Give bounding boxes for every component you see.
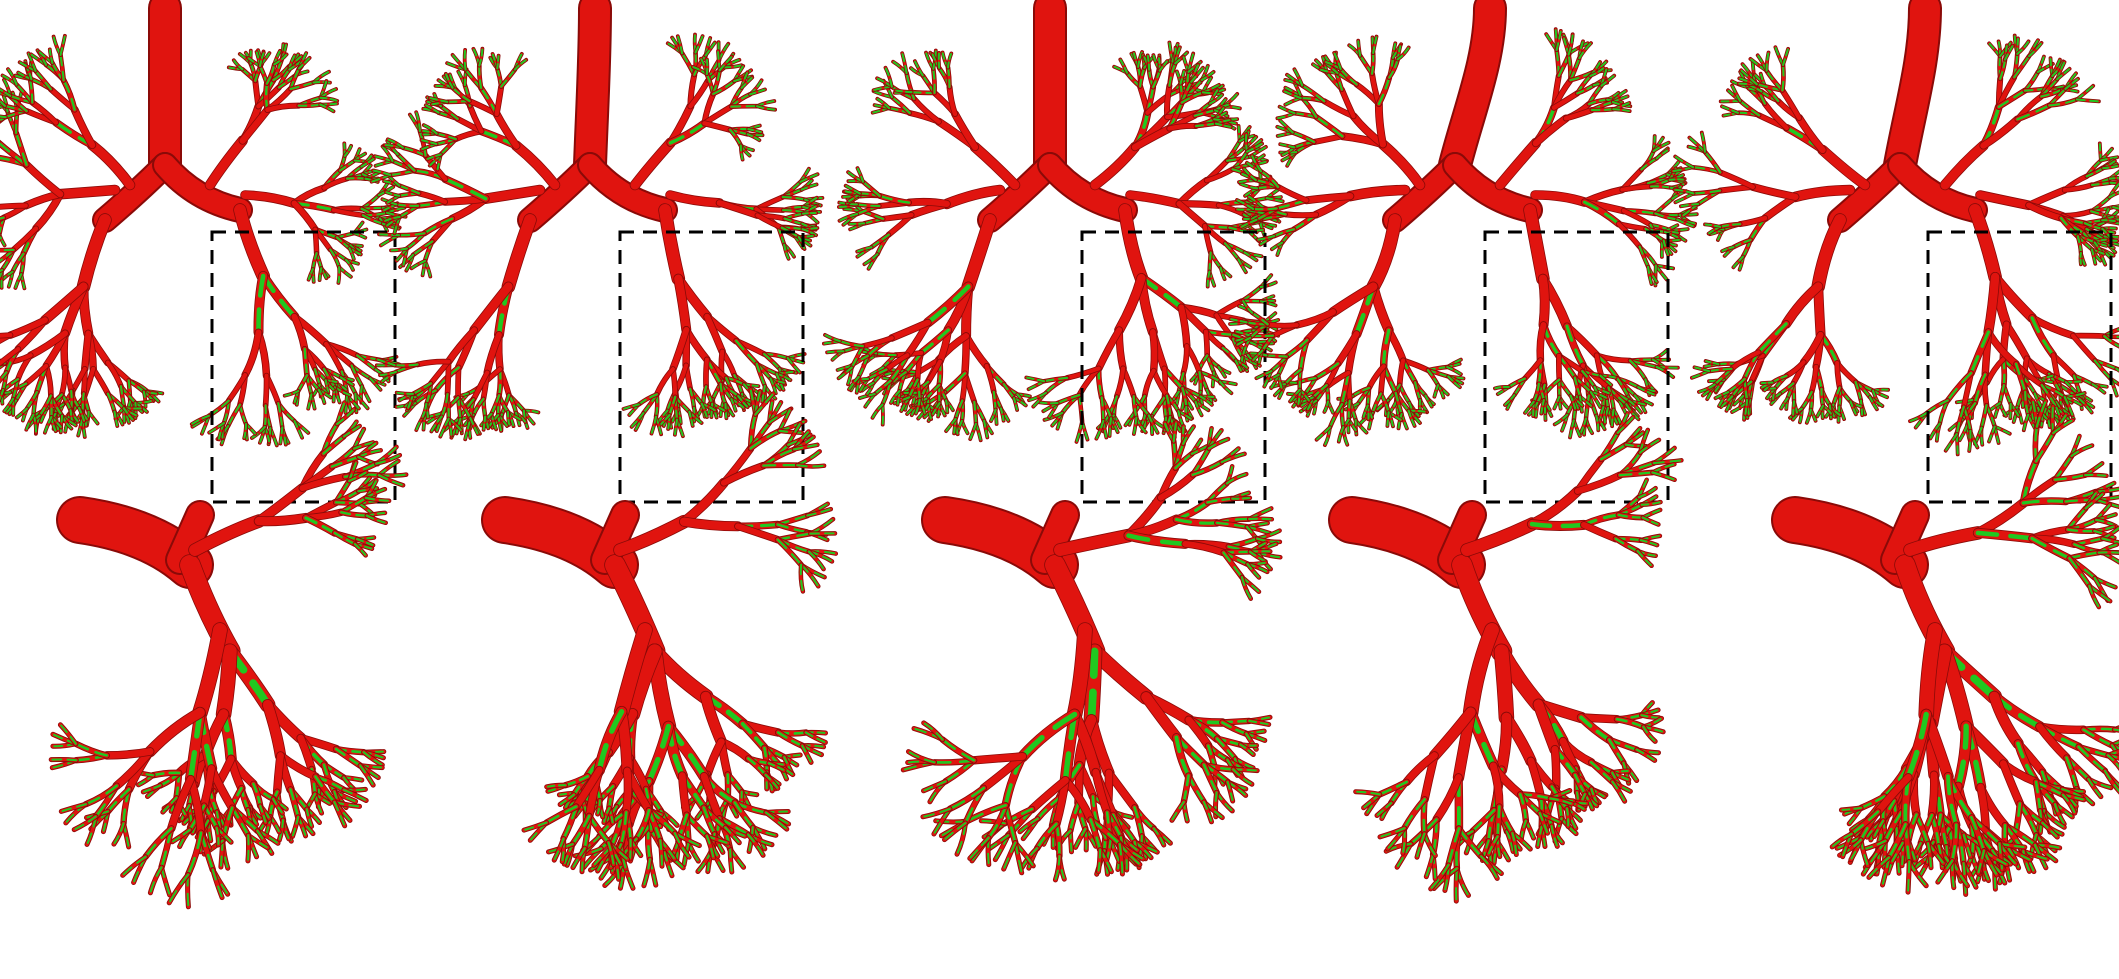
zoom-region-box-case-4: [1483, 230, 1670, 504]
airway-tree-case-4: [1228, 0, 1699, 447]
airway-zoom-case-1: [48, 400, 409, 910]
airway-zoom-case-3: [900, 420, 1283, 883]
airway-tree-case-3: [822, 0, 1285, 444]
airway-tree-case-5: [1670, 0, 2119, 457]
airway-tree-case-2: [369, 0, 825, 442]
airway-tree-case-1: [0, 0, 408, 448]
zoom-region-box-case-5: [1926, 230, 2113, 504]
airway-zoom-case-4: [1328, 411, 1684, 904]
airway-zoom-case-2: [481, 387, 839, 891]
zoom-region-box-case-2: [618, 230, 805, 504]
zoom-region-box-case-1: [210, 230, 397, 504]
zoom-region-box-case-3: [1080, 230, 1267, 504]
airway-zoom-case-5: [1771, 398, 2119, 897]
